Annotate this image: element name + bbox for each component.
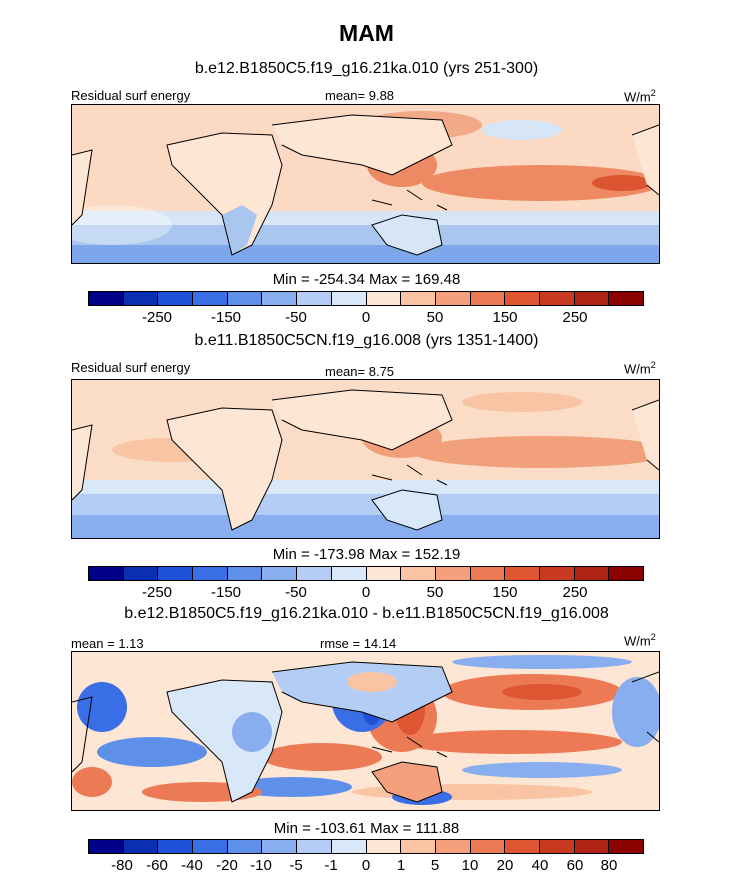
colorbar-swatch bbox=[227, 567, 263, 580]
colorbar-swatch bbox=[193, 840, 228, 853]
colorbar-swatch bbox=[297, 840, 332, 853]
panel-2-title: b.e11.B1850C5CN.f19_g16.008 (yrs 1351-14… bbox=[194, 332, 539, 349]
colorbar-swatch bbox=[227, 292, 263, 305]
colorbar-swatch bbox=[539, 292, 575, 305]
colorbar-swatch bbox=[331, 840, 367, 853]
colorbar-swatch bbox=[158, 840, 194, 853]
colorbar-swatch bbox=[89, 840, 124, 853]
panel-3-colorbar-tick: -60 bbox=[146, 857, 168, 874]
colorbar-swatch bbox=[89, 292, 124, 305]
colorbar-swatch bbox=[401, 292, 436, 305]
panel-3-colorbar-tick: -1 bbox=[324, 857, 338, 874]
colorbar-swatch bbox=[366, 567, 402, 580]
colorbar-swatch bbox=[262, 292, 298, 305]
panel-3-colorbar-tick: -40 bbox=[181, 857, 203, 874]
colorbar-swatch bbox=[470, 840, 506, 853]
panel-3-minmax: Min = -103.61 Max = 111.88 bbox=[273, 820, 460, 837]
panel-1-colorbar-tick: 0 bbox=[361, 309, 371, 326]
colorbar-swatch bbox=[366, 292, 402, 305]
panel-2-colorbar-tick: 250 bbox=[562, 584, 588, 601]
colorbar-swatch bbox=[574, 567, 610, 580]
panel-3-colorbar-tick: 0 bbox=[361, 857, 371, 874]
panel-3-colorbar-tick: 20 bbox=[496, 857, 514, 874]
colorbar-swatch bbox=[574, 840, 610, 853]
colorbar-swatch bbox=[609, 840, 643, 853]
colorbar-swatch bbox=[227, 840, 263, 853]
panel-2-colorbar-tick: 150 bbox=[492, 584, 518, 601]
panel-3-colorbar-tick: -80 bbox=[111, 857, 133, 874]
panel-2-variable-label: Residual surf energy bbox=[71, 360, 191, 375]
colorbar-swatch bbox=[331, 292, 367, 305]
colorbar-swatch bbox=[331, 567, 367, 580]
panel-2-colorbar bbox=[88, 566, 644, 581]
panel-1-colorbar-tick: -250 bbox=[141, 309, 173, 326]
panel-2-units: W/m2 bbox=[624, 360, 656, 377]
colorbar-swatch bbox=[262, 567, 298, 580]
panel-1-colorbar-tick: 150 bbox=[492, 309, 518, 326]
colorbar-swatch bbox=[470, 292, 506, 305]
colorbar-swatch bbox=[609, 567, 643, 580]
panel-2-colorbar-tick: -150 bbox=[210, 584, 242, 601]
panel-1-colorbar-tick: 50 bbox=[426, 309, 444, 326]
panel-2-colorbar-tick: 0 bbox=[361, 584, 371, 601]
panel-3-colorbar-tick: 5 bbox=[430, 857, 440, 874]
panel-1-colorbar-tick: -150 bbox=[210, 309, 242, 326]
colorbar-swatch bbox=[401, 567, 436, 580]
panel-3-colorbar-tick: -5 bbox=[289, 857, 303, 874]
colorbar-swatch bbox=[123, 567, 159, 580]
panel-2-minmax: Min = -173.98 Max = 152.19 bbox=[272, 546, 461, 563]
panel-3-colorbar-tick: 60 bbox=[566, 857, 584, 874]
panel-1-variable-label: Residual surf energy bbox=[71, 88, 191, 103]
colorbar-swatch bbox=[505, 840, 540, 853]
panel-1-units: W/m2 bbox=[624, 88, 656, 105]
colorbar-swatch bbox=[539, 840, 575, 853]
panel-3-colorbar-tick: 1 bbox=[396, 857, 406, 874]
colorbar-swatch bbox=[470, 567, 506, 580]
panel-1-colorbar-tick: 250 bbox=[562, 309, 588, 326]
colorbar-swatch bbox=[609, 292, 643, 305]
colorbar-swatch bbox=[505, 567, 540, 580]
panel-1-colorbar-tick: -50 bbox=[285, 309, 307, 326]
panel-3-colorbar-tick: 80 bbox=[600, 857, 618, 874]
colorbar-swatch bbox=[435, 840, 471, 853]
colorbar-swatch bbox=[435, 567, 471, 580]
panel-2-mean-label: mean= 8.75 bbox=[325, 364, 395, 379]
colorbar-swatch bbox=[574, 292, 610, 305]
colorbar-swatch bbox=[89, 567, 124, 580]
panel-1-minmax: Min = -254.34 Max = 169.48 bbox=[272, 271, 461, 288]
panel-3-colorbar-tick: -20 bbox=[216, 857, 238, 874]
colorbar-swatch bbox=[366, 840, 402, 853]
panel-2-map bbox=[71, 379, 660, 539]
colorbar-swatch bbox=[193, 567, 228, 580]
panel-3-colorbar bbox=[88, 839, 644, 854]
panel-2-colorbar-tick: -250 bbox=[141, 584, 173, 601]
colorbar-swatch bbox=[401, 840, 436, 853]
panel-1-map bbox=[71, 104, 660, 264]
colorbar-swatch bbox=[297, 292, 332, 305]
colorbar-swatch bbox=[435, 292, 471, 305]
panel-3-rmse-label: rmse = 14.14 bbox=[320, 636, 397, 651]
colorbar-swatch bbox=[505, 292, 540, 305]
colorbar-swatch bbox=[262, 840, 298, 853]
panel-1-mean-label: mean= 9.88 bbox=[325, 88, 395, 103]
panel-3-colorbar-tick: -10 bbox=[250, 857, 272, 874]
colorbar-swatch bbox=[193, 292, 228, 305]
panel-3-units: W/m2 bbox=[624, 632, 656, 649]
panel-3-mean-label: mean = 1.13 bbox=[71, 636, 144, 651]
colorbar-swatch bbox=[158, 292, 194, 305]
colorbar-swatch bbox=[123, 292, 159, 305]
panel-3-colorbar-tick: 10 bbox=[461, 857, 479, 874]
colorbar-swatch bbox=[297, 567, 332, 580]
panel-3-colorbar-tick: 40 bbox=[531, 857, 549, 874]
panel-1-colorbar bbox=[88, 291, 644, 306]
colorbar-swatch bbox=[158, 567, 194, 580]
figure-title: MAM bbox=[339, 20, 394, 46]
colorbar-swatch bbox=[539, 567, 575, 580]
panel-3-map bbox=[71, 651, 660, 811]
panel-2-colorbar-tick: -50 bbox=[285, 584, 307, 601]
panel-1-title: b.e12.B1850C5.f19_g16.21ka.010 (yrs 251-… bbox=[194, 60, 539, 77]
panel-3-title: b.e12.B1850C5.f19_g16.21ka.010 - b.e11.B… bbox=[124, 605, 609, 622]
colorbar-swatch bbox=[123, 840, 159, 853]
panel-2-colorbar-tick: 50 bbox=[426, 584, 444, 601]
